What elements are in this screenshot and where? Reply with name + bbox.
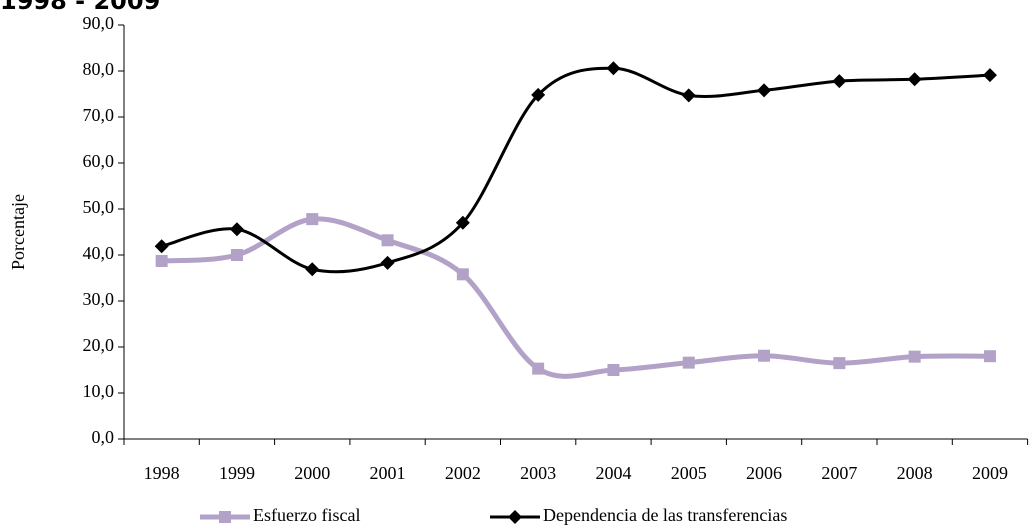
y-tick-label: 90,0 <box>83 13 115 33</box>
marker <box>758 349 771 362</box>
marker <box>832 74 847 89</box>
x-tick-label: 2008 <box>897 463 933 483</box>
x-tick-label: 2004 <box>595 463 631 483</box>
marker <box>983 350 996 363</box>
marker <box>606 61 621 76</box>
marker <box>908 350 921 363</box>
x-tick-label: 2002 <box>445 463 481 483</box>
x-tick-label: 2007 <box>821 463 857 483</box>
marker <box>607 364 620 376</box>
marker <box>907 72 922 87</box>
x-tick-label: 2001 <box>370 463 406 483</box>
marker <box>154 239 169 254</box>
x-tick-label: 2009 <box>972 463 1008 483</box>
y-axis-label: Porcentaje <box>8 194 28 270</box>
y-tick-label: 70,0 <box>83 105 115 125</box>
legend-marker <box>219 511 231 523</box>
marker <box>380 255 395 270</box>
x-tick-label: 1999 <box>219 463 255 483</box>
y-tick-label: 80,0 <box>83 59 115 79</box>
x-tick-label: 2000 <box>294 463 330 483</box>
y-tick-label: 20,0 <box>83 335 115 355</box>
series-line <box>161 216 990 379</box>
legend-marker <box>508 510 522 524</box>
marker <box>532 362 545 375</box>
marker <box>229 222 244 237</box>
y-tick-label: 50,0 <box>83 197 115 217</box>
x-tick-label: 2003 <box>520 463 556 483</box>
legend-label: Dependencia de las transferencias <box>543 505 787 525</box>
chart-title: 1998 - 2009 <box>0 0 160 15</box>
marker <box>682 356 695 369</box>
legend-label: Esfuerzo fiscal <box>253 505 360 525</box>
x-tick-label: 1998 <box>144 463 180 483</box>
marker <box>305 262 320 277</box>
marker <box>982 68 997 83</box>
marker <box>381 234 394 247</box>
series-line <box>161 66 991 274</box>
y-tick-label: 10,0 <box>83 381 115 401</box>
marker <box>757 83 772 98</box>
marker <box>155 254 168 267</box>
marker <box>455 215 470 230</box>
x-tick-label: 2005 <box>671 463 707 483</box>
marker <box>531 87 546 102</box>
y-tick-label: 0,0 <box>92 427 115 447</box>
marker <box>833 357 846 370</box>
y-tick-label: 30,0 <box>83 289 115 309</box>
marker <box>230 249 243 261</box>
x-tick-label: 2006 <box>746 463 782 483</box>
marker <box>306 213 319 226</box>
marker <box>456 268 469 281</box>
y-tick-label: 60,0 <box>83 151 115 171</box>
y-tick-label: 40,0 <box>83 243 115 263</box>
marker <box>681 88 696 103</box>
